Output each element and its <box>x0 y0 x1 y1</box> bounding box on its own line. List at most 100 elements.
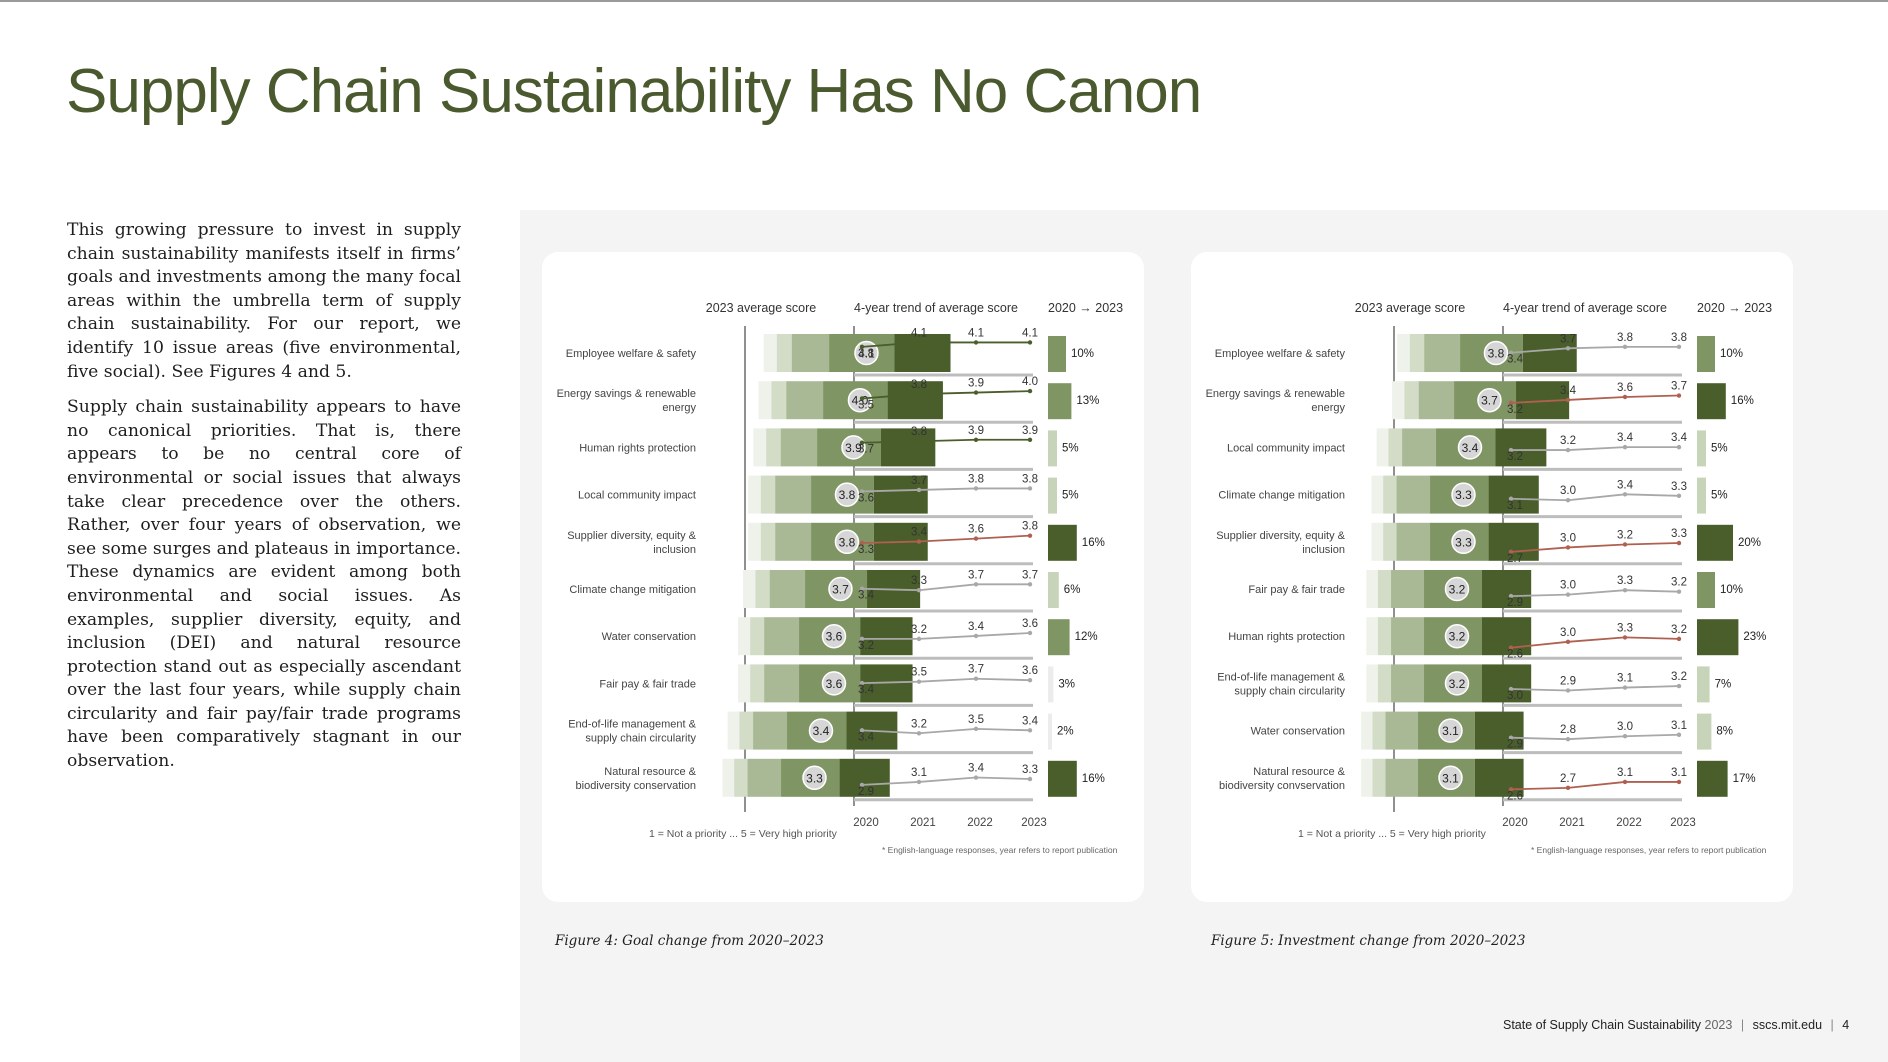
score-value: 3.9 <box>845 441 862 455</box>
score-bar-segment <box>764 664 800 703</box>
score-bar-segment <box>760 522 776 561</box>
change-value: 16% <box>1082 537 1105 549</box>
page-footer: State of Supply Chain Sustainability 202… <box>1503 1018 1849 1032</box>
change-bar <box>1048 477 1057 514</box>
trend-value: 3.7 <box>968 569 984 581</box>
trend-point <box>973 486 979 491</box>
trend-value: 4.1 <box>1022 327 1038 339</box>
trend-value: 3.0 <box>1560 627 1576 639</box>
row-label: Local community impact <box>578 490 696 502</box>
score-bar-segment <box>1418 381 1455 420</box>
change-bar <box>1697 572 1715 608</box>
change-bar <box>1048 336 1066 372</box>
figure-4-caption: Figure 4: Goal change from 2020–2023 <box>555 933 824 949</box>
trend-value: 3.3 <box>1671 481 1687 493</box>
score-bar-segment <box>1474 711 1524 750</box>
score-bar-segment <box>1402 428 1437 467</box>
trend-value: 3.0 <box>1560 532 1576 544</box>
score-value: 3.8 <box>839 488 856 502</box>
change-column-header: 2020 → 2023 <box>1048 301 1123 315</box>
footer-site: sscs.mit.edu <box>1752 1018 1823 1032</box>
row-label: Natural resource & biodiversity convserva… <box>1219 766 1346 792</box>
trend-point <box>859 586 865 591</box>
score-bar-segment <box>750 617 765 656</box>
change-bar <box>1697 524 1733 561</box>
year-tick-label: 2023 <box>1021 817 1047 829</box>
trend-point <box>859 489 865 494</box>
change-bar <box>1697 713 1712 750</box>
trend-point <box>916 636 922 642</box>
change-bar <box>1048 666 1054 703</box>
score-marker <box>821 671 847 696</box>
score-bar-segment <box>880 428 936 467</box>
trend-point <box>1622 344 1628 350</box>
score-bar-segment <box>764 617 800 656</box>
trend-line <box>1510 345 1679 354</box>
trend-point <box>1622 734 1628 739</box>
trend-point <box>916 487 922 493</box>
score-bar-segment <box>1409 334 1425 372</box>
score-marker <box>1483 340 1509 366</box>
trend-line <box>1510 733 1680 741</box>
trend-point <box>1508 549 1514 555</box>
trend-note: * English-language responses, year refer… <box>882 845 1118 855</box>
change-value: 5% <box>1711 490 1728 502</box>
score-bar-segment <box>1372 758 1386 797</box>
trend-value: 3.0 <box>1560 580 1576 592</box>
trend-point <box>973 390 979 395</box>
score-bar-segment <box>1391 570 1425 608</box>
row-label: End-of-life management & supply chain cir… <box>568 719 696 745</box>
trend-value: 3.3 <box>858 544 874 556</box>
trend-point <box>859 728 865 733</box>
trend-value: 3.8 <box>1617 332 1633 344</box>
trend-point <box>1508 400 1514 406</box>
trend-point <box>1622 779 1628 785</box>
score-marker <box>1438 718 1463 743</box>
score-marker <box>1451 482 1476 507</box>
score-bar-segment <box>1474 758 1524 797</box>
score-bar-segment <box>1397 334 1410 372</box>
score-value: 3.3 <box>806 771 823 785</box>
body-text: This growing pressure to invest in suppl… <box>67 219 461 786</box>
trend-value: 3.1 <box>911 767 927 779</box>
row-label: Employee welfare & safety <box>566 348 697 360</box>
score-bar-segment <box>1383 475 1397 514</box>
score-bar-segment <box>1522 334 1577 372</box>
score-value: 3.7 <box>832 583 849 597</box>
trend-value: 3.6 <box>1022 618 1038 630</box>
score-bar-segment <box>753 428 767 467</box>
trend-point <box>973 437 979 442</box>
trend-value: 3.3 <box>1022 764 1038 776</box>
score-value: 4.1 <box>858 347 875 361</box>
trend-point <box>1027 582 1033 587</box>
trend-point <box>973 633 979 639</box>
trend-line <box>861 727 1031 735</box>
score-bar-segment <box>775 475 812 514</box>
change-value: 17% <box>1733 773 1756 785</box>
score-bar-segment <box>1391 617 1425 656</box>
trend-point <box>1508 787 1514 792</box>
score-bar-segment <box>1366 570 1378 608</box>
row-label: Supplier diversity, equity & inclusion <box>1216 530 1345 556</box>
change-bar <box>1048 572 1059 608</box>
trend-line <box>1510 636 1680 649</box>
trend-value: 3.2 <box>1560 435 1576 447</box>
trend-point <box>973 536 979 541</box>
figure-5-chart: 2023 average score 4-year trend of averag… <box>1206 301 1773 855</box>
trend-value: 3.9 <box>1022 425 1038 437</box>
figure-5-card: 2023 average score 4-year trend of averag… <box>1191 252 1793 902</box>
footer-report: State of Supply Chain Sustainability <box>1503 1018 1702 1032</box>
trend-point <box>916 439 922 444</box>
trend-value: 3.0 <box>1617 721 1633 733</box>
score-bar-segment <box>1392 381 1405 420</box>
trend-value: 4.1 <box>911 327 927 339</box>
trend-value: 2.9 <box>858 786 874 798</box>
trend-value: 3.1 <box>1507 500 1523 512</box>
trend-value: 3.7 <box>1022 569 1038 581</box>
score-marker <box>821 623 847 649</box>
trend-value: 3.8 <box>1022 473 1038 485</box>
trend-point <box>1508 686 1514 692</box>
trend-value: 3.4 <box>911 527 928 539</box>
score-bar-segment <box>1396 475 1431 514</box>
trend-value: 3.4 <box>1617 432 1634 444</box>
